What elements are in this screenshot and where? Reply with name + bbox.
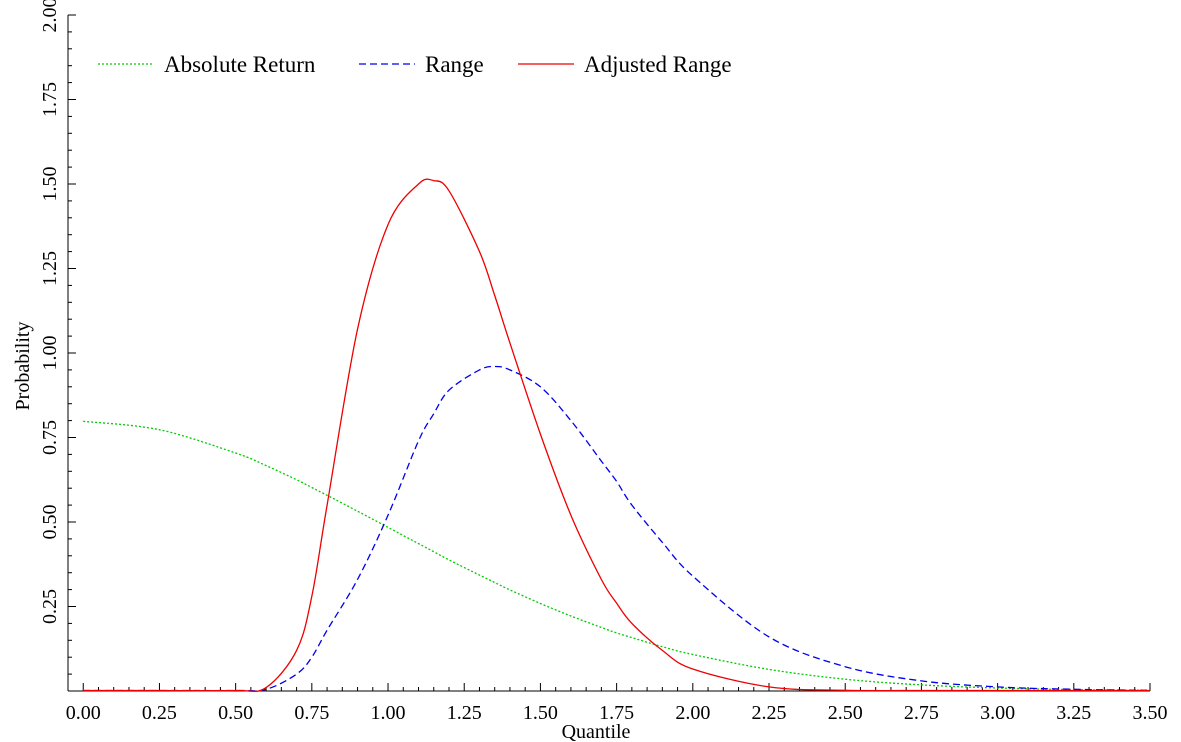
legend-label: Adjusted Range bbox=[584, 52, 732, 77]
x-tick-label: 0.00 bbox=[66, 702, 101, 724]
x-tick-label: 1.25 bbox=[447, 702, 482, 724]
x-tick-label: 1.00 bbox=[371, 702, 406, 724]
x-tick-label: 3.25 bbox=[1056, 702, 1091, 724]
x-tick-label: 2.75 bbox=[904, 702, 939, 724]
y-tick-label: 1.25 bbox=[39, 251, 61, 286]
series-line-adjusted-range bbox=[83, 178, 1150, 693]
x-axis-title: Quantile bbox=[562, 721, 631, 742]
y-tick-label: 0.25 bbox=[39, 589, 61, 624]
legend-label: Range bbox=[425, 52, 484, 77]
x-tick-label: 0.50 bbox=[218, 702, 253, 724]
x-tick-label: 3.50 bbox=[1133, 702, 1168, 724]
y-tick-label: 0.75 bbox=[39, 420, 61, 455]
y-tick-label: 2.00 bbox=[39, 0, 61, 33]
series-group bbox=[83, 178, 1151, 693]
x-tick-label: 2.50 bbox=[828, 702, 863, 724]
x-tick-label: 0.75 bbox=[294, 702, 329, 724]
y-tick-label: 0.50 bbox=[39, 505, 61, 540]
y-tick-label: 1.00 bbox=[39, 336, 61, 371]
x-tick-label: 3.00 bbox=[980, 702, 1015, 724]
y-axis-title: Probability bbox=[12, 322, 34, 411]
x-tick-label: 2.25 bbox=[752, 702, 787, 724]
series-line-range bbox=[83, 365, 1151, 692]
legend: Absolute Return Range Adjusted Range bbox=[98, 52, 732, 77]
axes: 0.00 0.25 0.50 0.75 1.00 1.25 1.50 1.75 2.00 2.25… bbox=[39, 0, 1168, 724]
x-tick-label: 1.50 bbox=[523, 702, 558, 724]
legend-label: Absolute Return bbox=[164, 52, 316, 77]
series-line-absolute-return bbox=[83, 420, 1151, 691]
y-tick-label: 1.50 bbox=[39, 167, 61, 202]
x-tick-label: 0.25 bbox=[142, 702, 177, 724]
x-tick-label: 2.00 bbox=[675, 702, 710, 724]
y-tick-label: 1.75 bbox=[39, 82, 61, 117]
x-tick-label: 1.75 bbox=[599, 702, 634, 724]
